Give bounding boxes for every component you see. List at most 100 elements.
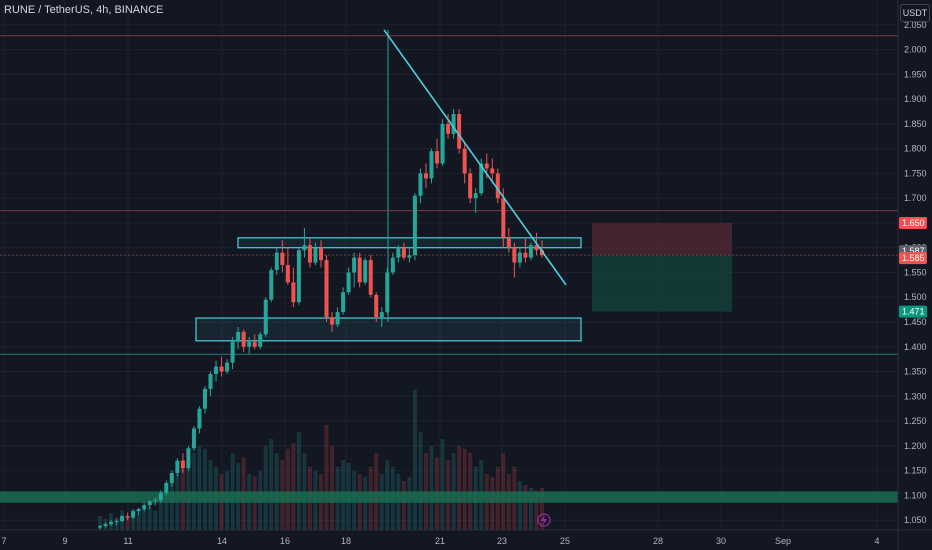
candle-body (446, 123, 451, 134)
volume-bar (131, 509, 136, 530)
price-tag-bg (899, 305, 927, 318)
candle-body (363, 260, 368, 283)
candle-body (247, 341, 252, 347)
y-tick-label: 1.500 (904, 292, 927, 302)
x-tick-label: 4 (874, 536, 879, 546)
x-tick-label: 9 (62, 536, 67, 546)
trendline[interactable] (383, 29, 567, 286)
candle-body (191, 428, 196, 449)
candle-body (468, 173, 473, 199)
candle-body (131, 511, 136, 518)
grid-lines (0, 0, 898, 530)
price-axis[interactable]: 2.050 2.000 1.950 1.900 1.850 1.800 1.750 1.700… (897, 0, 927, 550)
candle-body (197, 408, 202, 429)
candle-body (269, 270, 274, 300)
candle-body (241, 331, 246, 347)
volume-bar (412, 390, 417, 530)
candle-body (225, 362, 230, 372)
candle-body (175, 460, 180, 474)
candle-body (506, 237, 511, 248)
x-tick-label: 18 (341, 536, 351, 546)
y-tick-label: 1.100 (904, 490, 927, 500)
volume-bar (98, 516, 102, 530)
horizontal-lines[interactable] (0, 35, 898, 355)
candle-body (147, 501, 152, 506)
volume-bar (440, 439, 445, 530)
price-tag-bg (899, 216, 927, 229)
price-tag: 1.471 (899, 305, 927, 318)
x-tick-label: 16 (280, 536, 290, 546)
volume-bar (285, 448, 290, 530)
candle-body (540, 250, 544, 256)
candle-body (153, 500, 158, 502)
candle-body (114, 521, 119, 523)
volume-bar (197, 446, 202, 530)
x-tick-label: 30 (716, 536, 726, 546)
candle-body (302, 245, 307, 251)
volume-bar (407, 476, 412, 530)
volume-bar (164, 488, 169, 530)
descending-trendline (383, 29, 567, 286)
candle-body (435, 151, 440, 164)
candle-body (534, 245, 539, 251)
y-tick-label: 1.400 (904, 342, 927, 352)
candle-body (412, 195, 417, 256)
candle-body (528, 245, 533, 258)
candle-body (158, 492, 163, 501)
volume-bar (252, 476, 257, 530)
price-tag-label: 1.471 (902, 307, 925, 317)
candle-body (495, 173, 500, 199)
candle-body (479, 163, 484, 194)
candle-body (368, 260, 373, 295)
candle-body (125, 516, 130, 518)
candle-body (374, 294, 379, 318)
y-tick-label: 2.050 (904, 20, 927, 30)
candle-body (307, 245, 312, 263)
volume-bar (202, 448, 207, 530)
candle-body (285, 265, 290, 283)
y-tick-label: 1.900 (904, 94, 927, 104)
y-tick-label: 1.550 (904, 267, 927, 277)
y-tick-label: 1.250 (904, 416, 927, 426)
candle-body (252, 341, 257, 347)
candle-body (313, 247, 318, 263)
candle-body (291, 282, 296, 303)
price-tag-label: 1.587 (902, 246, 925, 256)
volume-bar (263, 446, 268, 530)
currency-button[interactable]: USDT (900, 4, 930, 22)
volume-bar (429, 446, 434, 530)
flash-event-icon[interactable] (537, 513, 551, 527)
volume-bar (517, 481, 522, 530)
candle-body (517, 252, 522, 263)
support-band (0, 491, 898, 503)
volume-bar (158, 495, 163, 530)
volume-bar (125, 516, 130, 530)
candle-body (429, 151, 434, 179)
candle-body (169, 473, 174, 483)
candle-body (136, 509, 141, 512)
time-axis[interactable]: 7 9 11 14 16 18 21 23 25 28 30 Sep 4 (0, 529, 932, 546)
volume-bar (330, 446, 335, 530)
volume-bar (324, 425, 329, 530)
x-tick-label: 7 (1, 536, 6, 546)
price-tag: 1.650 (899, 216, 927, 229)
price-tag: 1.585 (899, 252, 927, 265)
x-tick-label: 23 (497, 536, 507, 546)
candle-body (346, 272, 351, 293)
candle-body (280, 252, 285, 266)
candle-body (103, 524, 108, 527)
y-tick-label: 1.750 (904, 168, 927, 178)
volume-bar (462, 448, 467, 530)
drawing-zones[interactable] (0, 29, 898, 503)
candle-body (335, 312, 340, 325)
candle-body (401, 247, 406, 258)
volume-bar (523, 485, 528, 530)
flash-icon (541, 515, 547, 525)
candle-body (230, 341, 235, 363)
volume-bar (269, 439, 274, 530)
volume-bar (147, 507, 152, 530)
volume-bar (534, 490, 539, 530)
take-profit-zone (592, 255, 732, 312)
